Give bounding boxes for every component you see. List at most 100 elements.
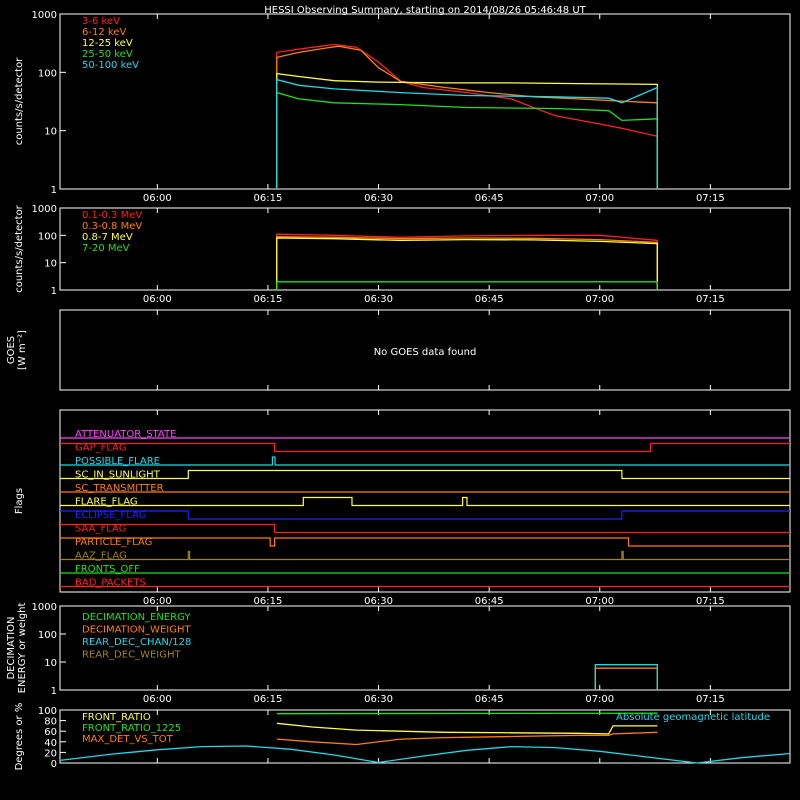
legend-entry: MAX_DET_VS_TOT [82,734,174,745]
x-tick-label: 06:15 [254,596,283,607]
flag-label: ECLIPSE_FLAG [75,510,146,521]
flag-label: SC_IN_SUNLIGHT [75,470,161,481]
series-line [59,745,791,764]
flag-label: POSSIBLE_FLARE [75,456,160,467]
x-tick-label: 06:45 [475,294,504,305]
y-tick-label: 10 [44,259,57,270]
series-line [276,712,658,715]
flag-label: FLARE_FLAG [75,497,138,508]
y-axis-label-2: [W m⁻²] [17,330,28,370]
flag-line-sc_in_sunlight [60,469,790,480]
y-axis-label-2: ENERGY or weight [17,603,28,694]
y-tick-label: 100 [38,706,57,717]
x-tick-label: 07:15 [696,596,725,607]
y-tick-label: 0 [51,759,57,770]
x-tick-label: 06:00 [143,294,172,305]
series-line [276,91,658,189]
series-line [276,45,658,189]
flag-label: PARTICLE_FLAG [75,537,152,548]
panel-frame [59,709,791,764]
x-tick-label: 06:00 [143,694,172,705]
x-tick-label: 06:45 [475,193,504,204]
y-tick-label: 100 [38,630,57,641]
x-tick-label: 07:15 [696,694,725,705]
x-tick-label: 06:15 [254,694,283,705]
chart-title: HESSI Observing Summary, starting on 201… [264,5,586,16]
legend-entry: DECIMATION_ENERGY [82,612,191,623]
flag-line-possible_flare [60,456,790,466]
legend-entry: DECIMATION_WEIGHT [82,625,191,636]
flag-label: FRONTS_OFF [75,564,140,575]
series-line [276,72,658,189]
x-tick-label: 06:30 [364,694,393,705]
series-line [276,235,658,290]
x-tick-label: 07:00 [585,596,614,607]
x-tick-label: 06:15 [254,193,283,204]
y-tick-label: 1 [51,686,57,697]
flag-line-gap_flag [60,442,790,453]
y-tick-label: 40 [44,738,57,749]
flag-label: BAD_PACKETS [75,578,146,589]
legend-entry: 12-25 keV [82,38,133,49]
x-tick-label: 06:45 [475,694,504,705]
legend-entry: 3-6 keV [82,16,120,27]
x-tick-label: 06:00 [143,193,172,204]
flag-label: GAP_FLAG [75,443,127,454]
panel-frame [59,309,791,391]
flag-line-saa_flag [60,523,790,534]
series-line [276,43,658,189]
x-tick-label: 07:00 [585,694,614,705]
flag-label: SAA_FLAG [75,524,126,535]
y-tick-label: 1000 [32,204,57,215]
y-axis-label: GOES [6,336,17,364]
y-tick-label: 10 [44,658,57,669]
x-tick-label: 06:30 [364,596,393,607]
x-tick-label: 06:15 [254,294,283,305]
x-tick-label: 07:15 [696,193,725,204]
legend-entry: 0.3-0.8 MeV [82,221,142,232]
panel-decimation: 06:00 06:15 06:30 06:45 07:00 07:15 1 10 100 1000… [6,602,791,705]
legend-entry: 0.1-0.3 MeV [82,210,142,221]
flag-label: AAZ_FLAG [75,551,127,562]
x-tick-label: 06:30 [364,294,393,305]
panel-frame [59,409,791,593]
y-axis-label: counts/s/detector [14,57,25,145]
annotation: Absolute geomagnetic latitude [616,712,770,723]
series-line [276,722,658,735]
legend-entry: 6-12 keV [82,27,126,38]
flag-line-flare_flag [60,496,790,507]
y-axis-label: Degrees or % [14,703,25,771]
y-tick-label: 20 [44,748,57,759]
panel-goes: GOES [W m⁻²] No GOES data found [6,309,791,391]
legend-entry: FRONT_RATIO [82,712,151,723]
flag-label: SC_TRANSMITTER [75,483,164,494]
flag-line-particle_flag [60,537,790,547]
x-tick-label: 06:45 [475,596,504,607]
legend-entry: 0.8-7 MeV [82,232,133,243]
no-data-message: No GOES data found [374,347,477,358]
flag-line-eclipse_flag [60,510,790,520]
series-line [594,667,658,690]
flag-label: ATTENUATOR_STATE [75,429,176,440]
y-tick-label: 1 [51,286,57,297]
y-tick-label: 60 [44,727,57,738]
legend-entry: 50-100 keV [82,60,139,71]
legend-entry: 25-50 keV [82,49,133,60]
flag-line-aaz_flag [60,550,790,561]
y-tick-label: 1 [51,185,57,196]
legend-entry: REAR_DEC_CHAN/128 [82,637,191,648]
x-tick-label: 06:00 [143,596,172,607]
y-axis-label: counts/s/detector [14,204,25,292]
x-tick-label: 07:00 [585,193,614,204]
legend-entry: 7-20 MeV [82,243,130,254]
x-tick-label: 07:15 [696,294,725,305]
series-line [276,237,658,290]
x-tick-label: 06:30 [364,193,393,204]
panel-flags: 06:00 06:15 06:30 06:45 07:00 07:15 Flags ATTEN… [14,409,791,607]
panel-counts-high: 06:00 06:15 06:30 06:45 07:00 07:15 1 10 100 1000… [14,204,791,305]
series-line [276,78,658,189]
x-tick-label: 07:00 [585,294,614,305]
panel-frame [59,13,791,190]
series-line [276,731,658,746]
